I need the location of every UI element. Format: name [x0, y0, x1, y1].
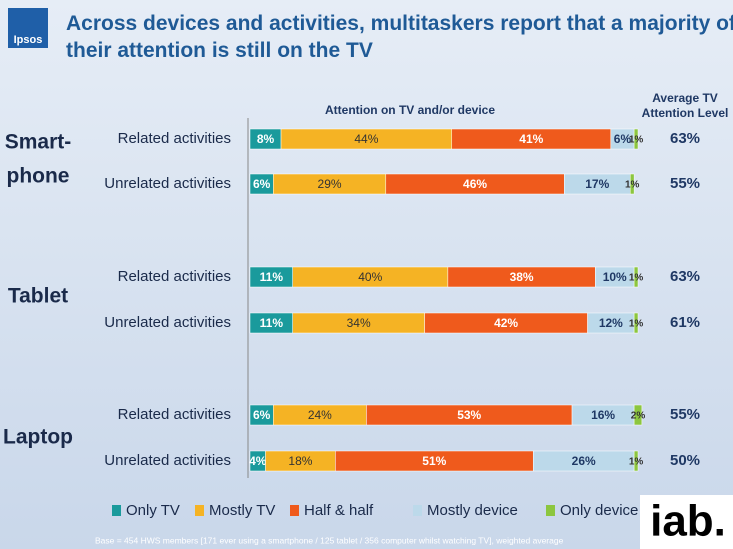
- ipsos-logo-text: Ipsos: [14, 34, 43, 46]
- data-label: 24%: [308, 408, 332, 422]
- group-label: Smart-: [5, 131, 72, 154]
- bar-segment: [633, 266, 639, 288]
- data-label: 17%: [585, 177, 609, 191]
- data-label: 8%: [257, 132, 275, 146]
- category-label: Unrelated activities: [104, 175, 231, 192]
- bar-segment: [633, 128, 639, 150]
- data-label: 1%: [629, 457, 644, 468]
- bar-segment: [629, 173, 635, 195]
- data-label: 11%: [260, 270, 284, 284]
- footnote: Base = 454 HWS members [171 ever using a…: [95, 535, 564, 545]
- category-label: Unrelated activities: [104, 452, 231, 469]
- data-label: 12%: [599, 316, 623, 330]
- data-label: 40%: [358, 270, 382, 284]
- legend-swatch: [413, 505, 422, 516]
- data-label: 46%: [463, 177, 487, 191]
- data-label: 6%: [253, 177, 271, 191]
- data-label: 10%: [603, 270, 627, 284]
- category-label: Unrelated activities: [104, 314, 231, 331]
- category-label: Related activities: [118, 130, 231, 147]
- data-label: 1%: [625, 180, 640, 191]
- data-label: 44%: [354, 132, 378, 146]
- category-label: Related activities: [118, 406, 231, 423]
- legend-label: Only device: [560, 502, 638, 519]
- legend-swatch: [546, 505, 555, 516]
- data-label: 42%: [494, 316, 518, 330]
- average-title: Average TV: [652, 91, 718, 105]
- ipsos-logo: [8, 8, 48, 48]
- average-value: 55%: [670, 175, 700, 192]
- data-label: 18%: [288, 454, 312, 468]
- legend-label: Half & half: [304, 502, 374, 519]
- data-label: 6%: [614, 132, 632, 146]
- data-label: 1%: [629, 273, 644, 284]
- average-value: 55%: [670, 406, 700, 423]
- category-label: Related activities: [118, 268, 231, 285]
- data-label: 2%: [631, 411, 646, 422]
- data-label: 11%: [260, 316, 284, 330]
- iab-logo-box: [640, 495, 733, 549]
- data-label: 26%: [572, 454, 596, 468]
- data-label: 16%: [591, 408, 615, 422]
- group-label: Tablet: [8, 285, 68, 308]
- data-label: 38%: [510, 270, 534, 284]
- legend-label: Only TV: [126, 502, 180, 519]
- data-label: 6%: [253, 408, 271, 422]
- data-label: 29%: [318, 177, 342, 191]
- average-value: 50%: [670, 452, 700, 469]
- legend-swatch: [112, 505, 121, 516]
- average-value: 63%: [670, 130, 700, 147]
- data-label: 51%: [422, 454, 446, 468]
- average-value: 63%: [670, 268, 700, 285]
- group-label: phone: [7, 165, 70, 188]
- data-label: 1%: [629, 319, 644, 330]
- legend-label: Mostly device: [427, 502, 518, 519]
- axis-title: Attention on TV and/or device: [325, 103, 495, 117]
- average-title: Attention Level: [642, 106, 729, 120]
- data-label: 34%: [347, 316, 371, 330]
- average-value: 61%: [670, 314, 700, 331]
- bar-segment: [633, 312, 639, 334]
- group-label: Laptop: [3, 426, 73, 449]
- data-label: 4%: [249, 454, 267, 468]
- data-label: 41%: [519, 132, 543, 146]
- legend-swatch: [195, 505, 204, 516]
- data-label: 1%: [629, 135, 644, 146]
- bar-segment: [633, 404, 643, 426]
- data-label: 53%: [457, 408, 481, 422]
- legend-label: Mostly TV: [209, 502, 275, 519]
- legend-swatch: [290, 505, 299, 516]
- bar-segment: [633, 450, 639, 472]
- iab-logo: iab.: [650, 497, 726, 546]
- chart-title: Across devices and activities, multitask…: [66, 12, 733, 62]
